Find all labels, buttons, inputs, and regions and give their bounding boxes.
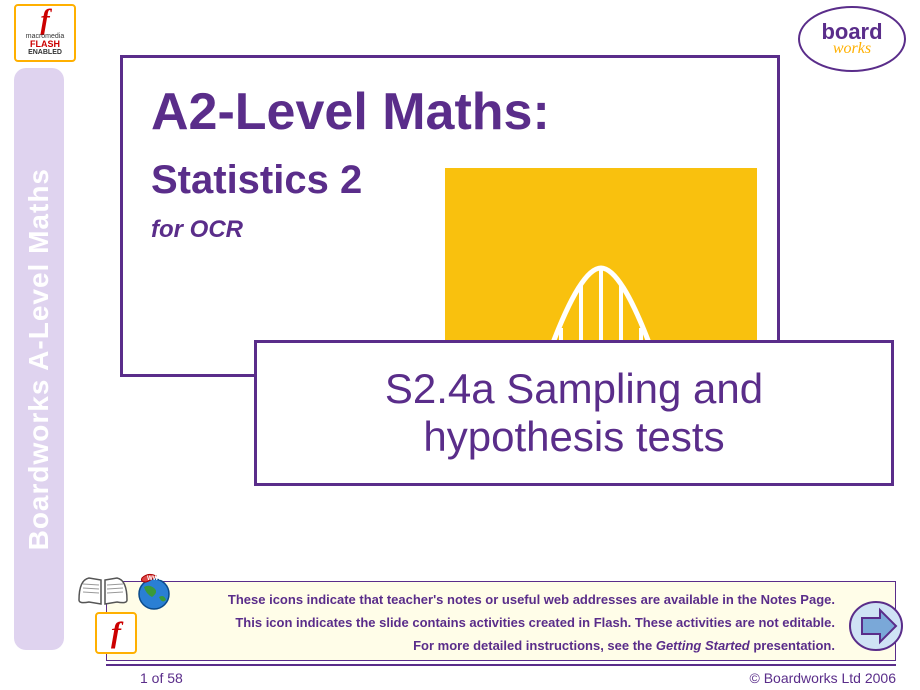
page-number: 1 of 58 <box>140 670 183 686</box>
topic-title: S2.4a Sampling and hypothesis tests <box>287 365 861 462</box>
main-title-box: A2-Level Maths: Statistics 2 for OCR <box>120 55 780 377</box>
notes-line-3-prefix: For more detailed instructions, see the <box>413 638 656 653</box>
notes-line-3-em: Getting Started <box>656 638 750 653</box>
course-board: for OCR <box>151 216 243 244</box>
sidebar-title: Boardworks A-Level Maths <box>23 168 55 550</box>
flash-label: FLASH <box>30 40 60 49</box>
svg-text:WWW: WWW <box>147 576 164 582</box>
notes-line-3-suffix: presentation. <box>750 638 835 653</box>
notes-line-2: This icon indicates the slide contains a… <box>235 615 835 630</box>
flash-f-letter: f <box>40 10 49 32</box>
next-arrow-button[interactable] <box>848 598 904 654</box>
course-subtitle: Statistics 2 <box>151 158 362 203</box>
notes-line-1: These icons indicate that teacher's note… <box>228 592 835 607</box>
course-title: A2-Level Maths: <box>151 82 550 142</box>
topic-box: S2.4a Sampling and hypothesis tests <box>254 340 894 486</box>
boardworks-logo: board works <box>798 6 906 72</box>
flash-activity-icon: f <box>95 612 137 654</box>
footer-divider <box>106 664 896 666</box>
globe-icon: WWW <box>134 572 174 612</box>
copyright-text: © Boardworks Ltd 2006 <box>749 670 896 686</box>
flash-enabled-badge: f macromedia FLASH ENABLED <box>14 4 76 62</box>
notes-line-3: For more detailed instructions, see the … <box>413 638 835 653</box>
logo-board: board <box>821 22 882 42</box>
flash-enabled-label: ENABLED <box>28 49 62 56</box>
flash-f-letter-2: f <box>111 616 121 650</box>
sidebar: Boardworks A-Level Maths <box>14 68 64 650</box>
notes-box: These icons indicate that teacher's note… <box>106 581 896 661</box>
logo-works: works <box>833 42 871 56</box>
book-icon <box>75 570 131 610</box>
